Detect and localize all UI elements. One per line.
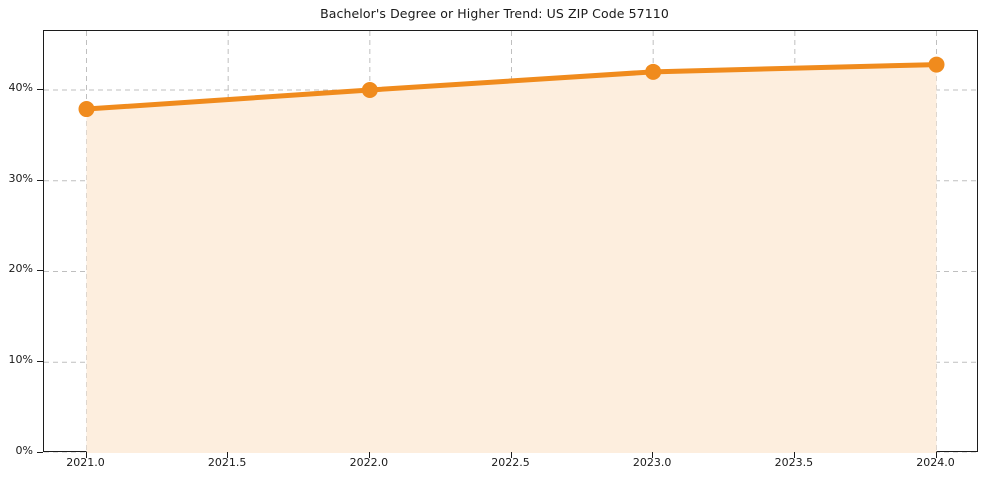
x-axis-tick-mark xyxy=(793,452,795,458)
x-axis-tick-mark xyxy=(652,452,654,458)
y-axis-tick-mark xyxy=(37,361,43,363)
area-fill xyxy=(86,64,937,453)
data-point-marker[interactable] xyxy=(928,56,945,73)
plot-area xyxy=(43,30,979,453)
x-axis-tick-label: 2021.0 xyxy=(66,456,105,469)
y-axis-tick-mark xyxy=(37,88,43,90)
x-axis-tick-mark xyxy=(85,452,87,458)
data-point-marker[interactable] xyxy=(361,81,378,98)
x-axis-tick-label: 2023.0 xyxy=(632,456,672,469)
x-axis-tick-mark xyxy=(935,452,937,458)
y-axis-tick-label: 10% xyxy=(8,353,33,367)
data-markers xyxy=(78,56,945,118)
x-axis-tick-mark xyxy=(368,452,370,458)
y-axis-tick-label: 0% xyxy=(15,444,33,457)
x-axis-tick-label: 2023.5 xyxy=(774,456,814,469)
y-axis-tick-mark xyxy=(37,270,43,272)
x-axis-tick-label: 2022.5 xyxy=(491,456,530,469)
x-axis-tick-label: 2022.0 xyxy=(349,456,389,469)
x-axis-tick-label: 2024.0 xyxy=(916,456,955,469)
data-point-marker[interactable] xyxy=(645,63,662,80)
y-axis-tick-mark xyxy=(37,179,43,181)
x-axis-tick-label: 2021.5 xyxy=(207,456,247,469)
y-axis-tick-label: 20% xyxy=(8,262,33,276)
series-line xyxy=(84,62,939,112)
y-axis-tick-label: 40% xyxy=(8,80,33,94)
y-axis-tick-label: 30% xyxy=(8,171,33,185)
x-axis-tick-mark xyxy=(510,452,512,458)
y-axis-tick-labels: 0% 10% 20% 30% 40% xyxy=(0,0,33,490)
data-point-marker[interactable] xyxy=(78,101,95,118)
x-axis-tick-mark xyxy=(227,452,229,458)
data-line xyxy=(84,62,939,112)
series-area-fill xyxy=(86,64,937,453)
chart-plot-svg xyxy=(44,31,979,453)
y-axis-tick-mark xyxy=(37,452,43,453)
chart-title: Bachelor's Degree or Higher Trend: US ZI… xyxy=(320,6,669,21)
x-axis-tick-labels: 2021.0 2021.5 2022.0 2022.5 2023.0 2023.5 2024… xyxy=(0,456,989,480)
